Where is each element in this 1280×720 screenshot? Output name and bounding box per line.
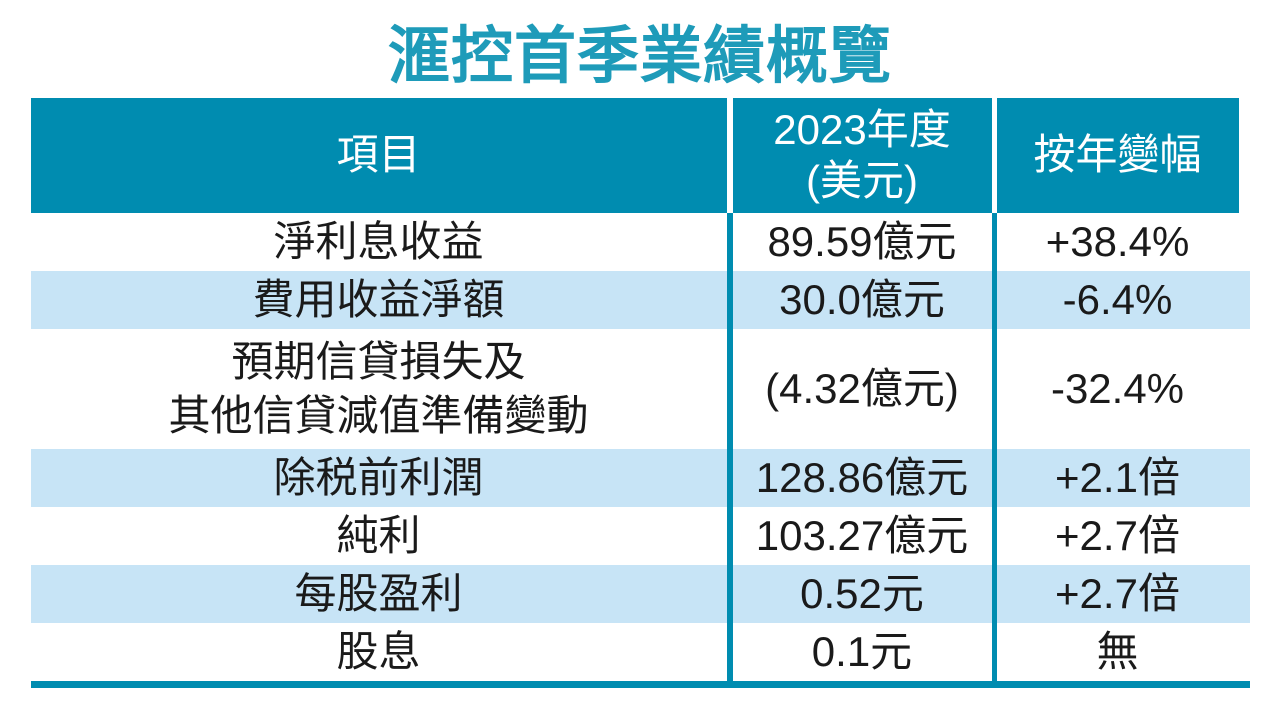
table-row-pretax-profit: 除税前利潤 128.86億元 +2.1倍 [30, 449, 1250, 508]
row-item-label: 預期信貸損失及 其他信貸減值準備變動 [168, 337, 589, 440]
row-change: +2.1倍 [991, 449, 1239, 508]
row-item-label: 每股盈利 [294, 569, 463, 617]
row-change: -32.4% [991, 329, 1239, 450]
row-item-label: 股息 [336, 627, 421, 675]
page-title: 滙控首季業績概覽 [387, 22, 892, 91]
row-value: (4.32億元) [726, 329, 992, 450]
row-change: +2.7倍 [991, 565, 1239, 624]
header-item-column: 項目 [30, 98, 727, 214]
row-item-label: 除税前利潤 [273, 453, 484, 501]
header-yoy-change-column: 按年變幅 [991, 98, 1239, 214]
table-row-net-interest-income: 淨利息收益 89.59億元 +38.4% [30, 213, 1250, 272]
row-change: +2.7倍 [991, 507, 1239, 566]
results-table: 項目 2023年度 (美元) 按年變幅 淨利息收益 89.59億元 +38.4%… [30, 98, 1250, 689]
table-bottom-rule [30, 681, 1250, 689]
table-header-row: 項目 2023年度 (美元) 按年變幅 [30, 98, 1250, 214]
row-item-label: 費用收益淨額 [252, 275, 505, 323]
table-row-net-fee-income: 費用收益淨額 30.0億元 -6.4% [30, 271, 1250, 330]
row-value: 0.1元 [726, 623, 992, 682]
row-value: 128.86億元 [726, 449, 992, 508]
row-item-label: 純利 [336, 511, 421, 559]
row-value: 89.59億元 [726, 213, 992, 272]
table-row-dividend: 股息 0.1元 無 [30, 623, 1250, 682]
row-change: 無 [991, 623, 1239, 682]
row-change: +38.4% [991, 213, 1239, 272]
row-change: -6.4% [991, 271, 1239, 330]
row-value: 0.52元 [726, 565, 992, 624]
table-row-eps: 每股盈利 0.52元 +2.7倍 [30, 565, 1250, 624]
table-row-expected-credit-losses: 預期信貸損失及 其他信貸減值準備變動 (4.32億元) -32.4% [30, 329, 1250, 450]
header-2023-value-column: 2023年度 (美元) [726, 98, 992, 214]
row-value: 30.0億元 [726, 271, 992, 330]
table-row-net-profit: 純利 103.27億元 +2.7倍 [30, 507, 1250, 566]
row-item-label: 淨利息收益 [273, 217, 484, 265]
row-value: 103.27億元 [726, 507, 992, 566]
